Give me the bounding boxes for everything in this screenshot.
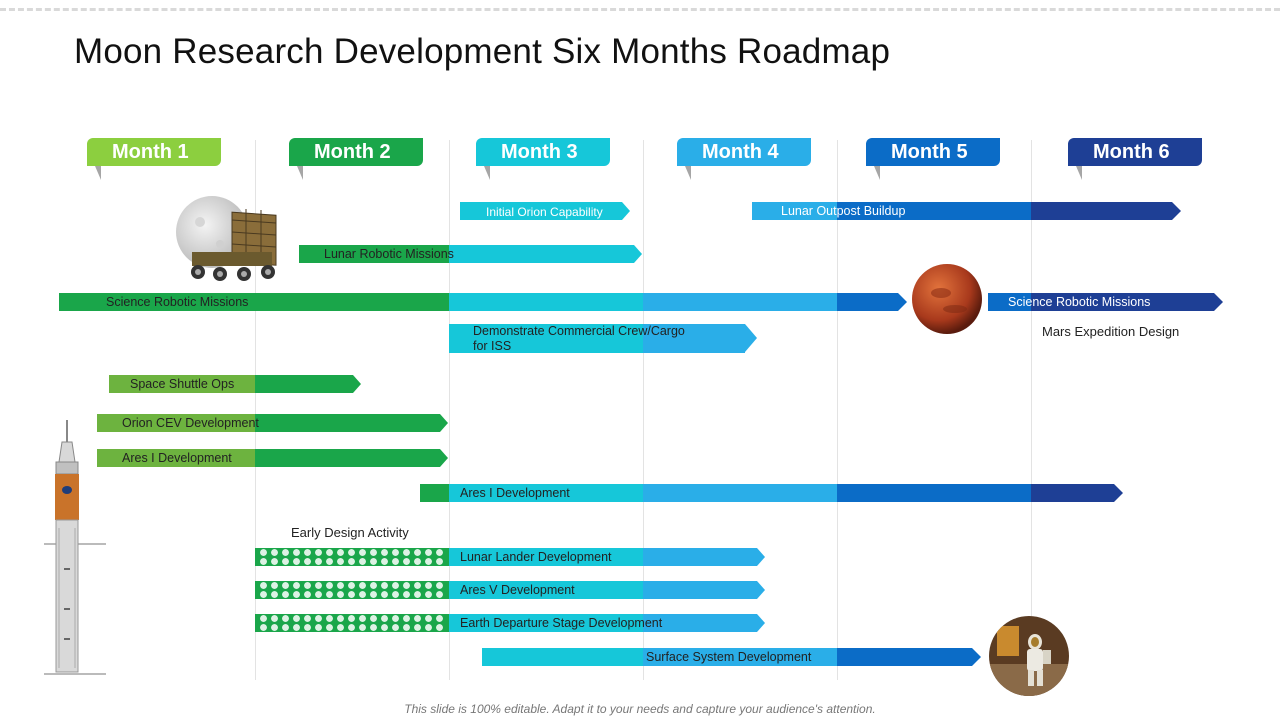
task-label: Ares I Development [122,451,232,465]
month-1-header: Month 1 [87,138,221,180]
month-2-header: Month 2 [289,138,423,180]
task-bar-initial-orion [460,202,630,220]
early-design-text: Early Design Activity [291,525,409,540]
grid-line [837,140,838,680]
task-bar-science-robotic [59,293,907,311]
grid-line [255,140,256,680]
task-label: Science Robotic Missions [106,295,249,309]
task-label: Lunar Lander Development [460,550,612,564]
early-design-dots [257,581,447,599]
task-label: Lunar Robotic Missions [324,247,454,261]
task-label: Science Robotic Missions [1008,295,1151,309]
footer-note: This slide is 100% editable. Adapt it to… [404,702,876,716]
top-dashed-border [0,8,1280,11]
month-label: Month 4 [702,141,779,163]
task-label: Space Shuttle Ops [130,377,235,391]
task-label: Ares V Development [460,583,575,597]
grid-line [643,140,644,680]
task-label: Ares I Development [460,486,570,500]
month-label: Month 6 [1093,141,1170,163]
task-label: Demonstrate Commercial Crew/Cargo [473,324,685,338]
task-label: for ISS [473,339,512,353]
task-label: Initial Orion Capability [486,205,603,219]
task-bar-orion-cev [97,414,448,432]
task-bar-space-shuttle [109,375,361,393]
month-label: Month 1 [112,141,189,163]
mars-expedition-text: Mars Expedition Design [1042,324,1180,339]
month-3-header: Month 3 [476,138,610,180]
rocket-image [44,420,106,675]
grid-line [1031,140,1032,680]
month-4-header: Month 4 [677,138,811,180]
task-bar-lunar-outpost [752,202,1181,220]
month-5-header: Month 5 [866,138,1000,180]
task-bar-demo-crew [449,324,757,353]
task-label: Lunar Outpost Buildup [781,204,906,218]
task-bar-science-robotic-2 [988,293,1223,311]
mars-image [912,264,982,334]
month-label: Month 5 [891,141,968,163]
astronaut-image [989,616,1069,696]
task-label: Earth Departure Stage Development [460,616,663,630]
task-bar-ares-i-1 [97,449,448,467]
task-bar-ares-i-2 [420,484,1123,502]
task-label: Orion CEV Development [122,416,259,430]
slide-title: Moon Research Development Six Months Roa… [74,32,891,71]
early-design-dots [257,614,447,632]
moon-rover-image [176,196,277,281]
month-label: Month 3 [501,141,578,163]
task-bar-surface-system [482,648,981,666]
month-label: Month 2 [314,141,391,163]
month-6-header: Month 6 [1068,138,1202,180]
early-design-dots [257,548,447,566]
task-label: Surface System Development [646,650,812,664]
task-bar-lunar-robotic [299,245,642,263]
grid-line [449,140,450,680]
